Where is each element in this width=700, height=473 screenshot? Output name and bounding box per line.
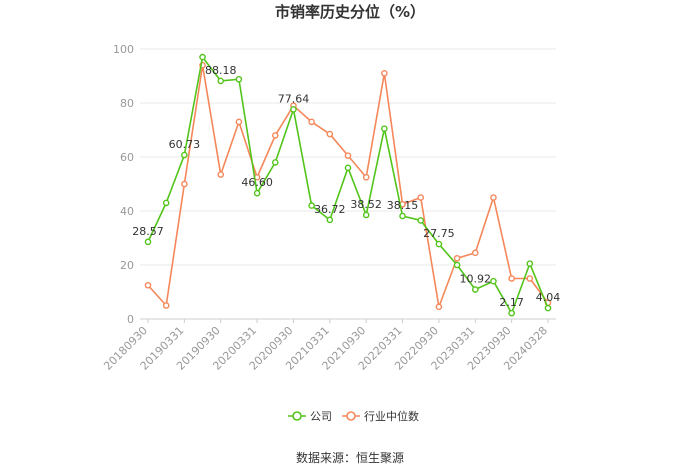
data-point[interactable] — [435, 240, 443, 248]
data-point[interactable] — [453, 261, 461, 269]
data-point[interactable] — [162, 302, 170, 309]
series-line — [147, 64, 549, 308]
y-tick-label: 0 — [127, 313, 134, 326]
data-label: 88.18 — [205, 64, 237, 77]
data-label: 77.64 — [278, 92, 310, 105]
data-label: 60.73 — [169, 138, 201, 151]
data-point[interactable] — [508, 309, 515, 317]
data-point[interactable] — [490, 194, 497, 201]
data-point[interactable] — [417, 217, 425, 224]
data-label: 38.15 — [387, 199, 419, 212]
data-label: 10.92 — [460, 273, 492, 286]
data-point[interactable] — [453, 254, 461, 262]
y-tick-label: 80 — [120, 97, 134, 110]
y-tick-label: 20 — [120, 259, 134, 272]
data-point[interactable] — [381, 125, 388, 132]
data-point[interactable] — [271, 132, 279, 139]
data-point[interactable] — [344, 152, 352, 159]
data-label: 38.52 — [350, 198, 382, 211]
data-label: 46.60 — [241, 176, 273, 189]
data-label: 2.17 — [499, 296, 524, 309]
data-point[interactable] — [471, 249, 479, 257]
series-company — [144, 53, 552, 317]
data-point[interactable] — [217, 171, 225, 178]
data-point[interactable] — [199, 53, 206, 61]
data-label-layer: 28.57 60.73 88.18 46.60 77.64 36.72 38.52 38.15… — [132, 64, 560, 309]
data-point[interactable] — [490, 277, 497, 285]
y-tick-label: 100 — [113, 43, 134, 56]
legend-marker — [292, 411, 302, 421]
data-point[interactable] — [381, 70, 388, 77]
x-axis: 2018093020190331201909302020033120200930… — [101, 319, 550, 373]
data-point[interactable] — [290, 106, 297, 113]
data-point[interactable] — [144, 281, 152, 289]
data-point[interactable] — [271, 159, 279, 166]
data-point[interactable] — [181, 151, 188, 159]
data-point[interactable] — [144, 238, 152, 246]
data-point[interactable] — [308, 118, 315, 126]
data-point[interactable] — [435, 303, 443, 311]
data-point[interactable] — [217, 77, 225, 85]
legend-label: 行业中位数 — [364, 409, 419, 423]
data-point[interactable] — [508, 275, 515, 282]
data-point[interactable] — [253, 189, 261, 197]
data-point[interactable] — [417, 194, 425, 201]
data-source: 数据来源：恒生聚源 — [296, 450, 404, 465]
data-label: 28.57 — [132, 225, 164, 238]
data-point[interactable] — [235, 75, 243, 83]
data-point[interactable] — [181, 180, 188, 188]
data-point[interactable] — [362, 173, 370, 181]
data-point[interactable] — [308, 202, 315, 209]
legend-item-company[interactable]: 公司 — [288, 410, 332, 423]
series-layer — [144, 53, 552, 317]
legend[interactable]: 公司 行业中位数 — [288, 409, 419, 423]
data-point[interactable] — [526, 260, 534, 267]
data-label: 27.75 — [423, 227, 455, 240]
y-tick-label: 60 — [120, 151, 134, 164]
chart-title: 市销率历史分位（%） — [275, 3, 425, 21]
legend-label: 公司 — [310, 410, 332, 423]
legend-item-industry-median[interactable]: 行业中位数 — [342, 409, 419, 423]
data-point[interactable] — [235, 118, 243, 126]
data-point[interactable] — [399, 212, 406, 220]
data-label: 4.04 — [536, 291, 561, 304]
data-point[interactable] — [362, 211, 370, 219]
data-point[interactable] — [544, 304, 552, 312]
data-point[interactable] — [326, 130, 334, 138]
data-point[interactable] — [344, 164, 352, 172]
data-point[interactable] — [162, 199, 170, 207]
data-point[interactable] — [526, 275, 534, 282]
grid-layer: 0 20 40 60 80 100 — [113, 43, 556, 326]
legend-marker — [346, 411, 356, 421]
data-point[interactable] — [471, 286, 479, 293]
data-label: 36.72 — [314, 203, 346, 216]
y-tick-label: 40 — [120, 205, 134, 218]
data-point[interactable] — [326, 216, 334, 224]
